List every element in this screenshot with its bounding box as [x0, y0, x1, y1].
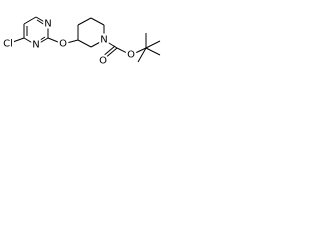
- molecule: Cl N N O N O O: [1, 16, 161, 69]
- atom-label: O: [59, 39, 67, 50]
- atom-label: O: [99, 56, 107, 67]
- atom-label: N: [44, 19, 51, 30]
- atom-label: O: [127, 50, 135, 61]
- bonds: [9, 16, 161, 63]
- atom-label: Cl: [3, 39, 13, 50]
- page: Cl N N O N O O (() => { const data = JSO…: [0, 0, 200, 69]
- atom-label: N: [32, 40, 39, 51]
- atom-label: N: [100, 35, 107, 46]
